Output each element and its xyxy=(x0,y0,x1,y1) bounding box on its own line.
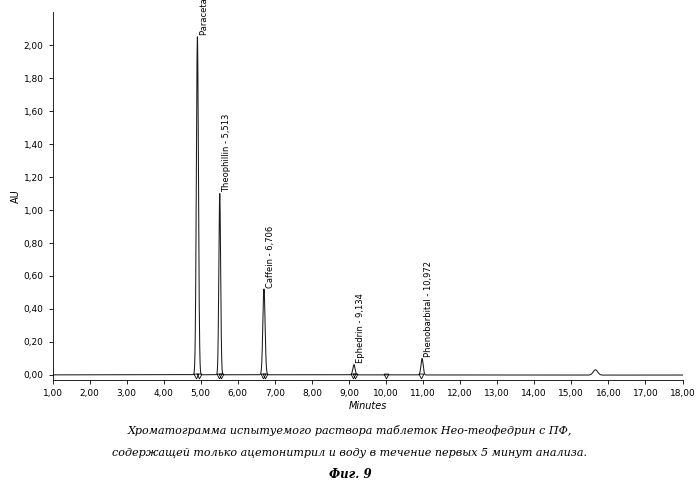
Text: Theophillin - 5,513: Theophillin - 5,513 xyxy=(222,113,231,192)
Text: Фиг. 9: Фиг. 9 xyxy=(329,468,371,481)
X-axis label: Minutes: Minutes xyxy=(349,401,386,411)
Text: Ephedrin - 9,134: Ephedrin - 9,134 xyxy=(356,293,365,363)
Text: Paracetamol - 4,910: Paracetamol - 4,910 xyxy=(199,0,209,35)
Text: содержащей только ацетонитрил и воду в течение первых 5 минут анализа.: содержащей только ацетонитрил и воду в т… xyxy=(113,448,587,458)
Text: Caffein - 6,706: Caffein - 6,706 xyxy=(266,225,275,287)
Text: Phenobarbital - 10,972: Phenobarbital - 10,972 xyxy=(424,261,433,357)
Y-axis label: AU: AU xyxy=(10,189,21,203)
Text: Хроматограмма испытуемого раствора таблеток Нео-теофедрин с ПФ,: Хроматограмма испытуемого раствора табле… xyxy=(128,426,572,436)
